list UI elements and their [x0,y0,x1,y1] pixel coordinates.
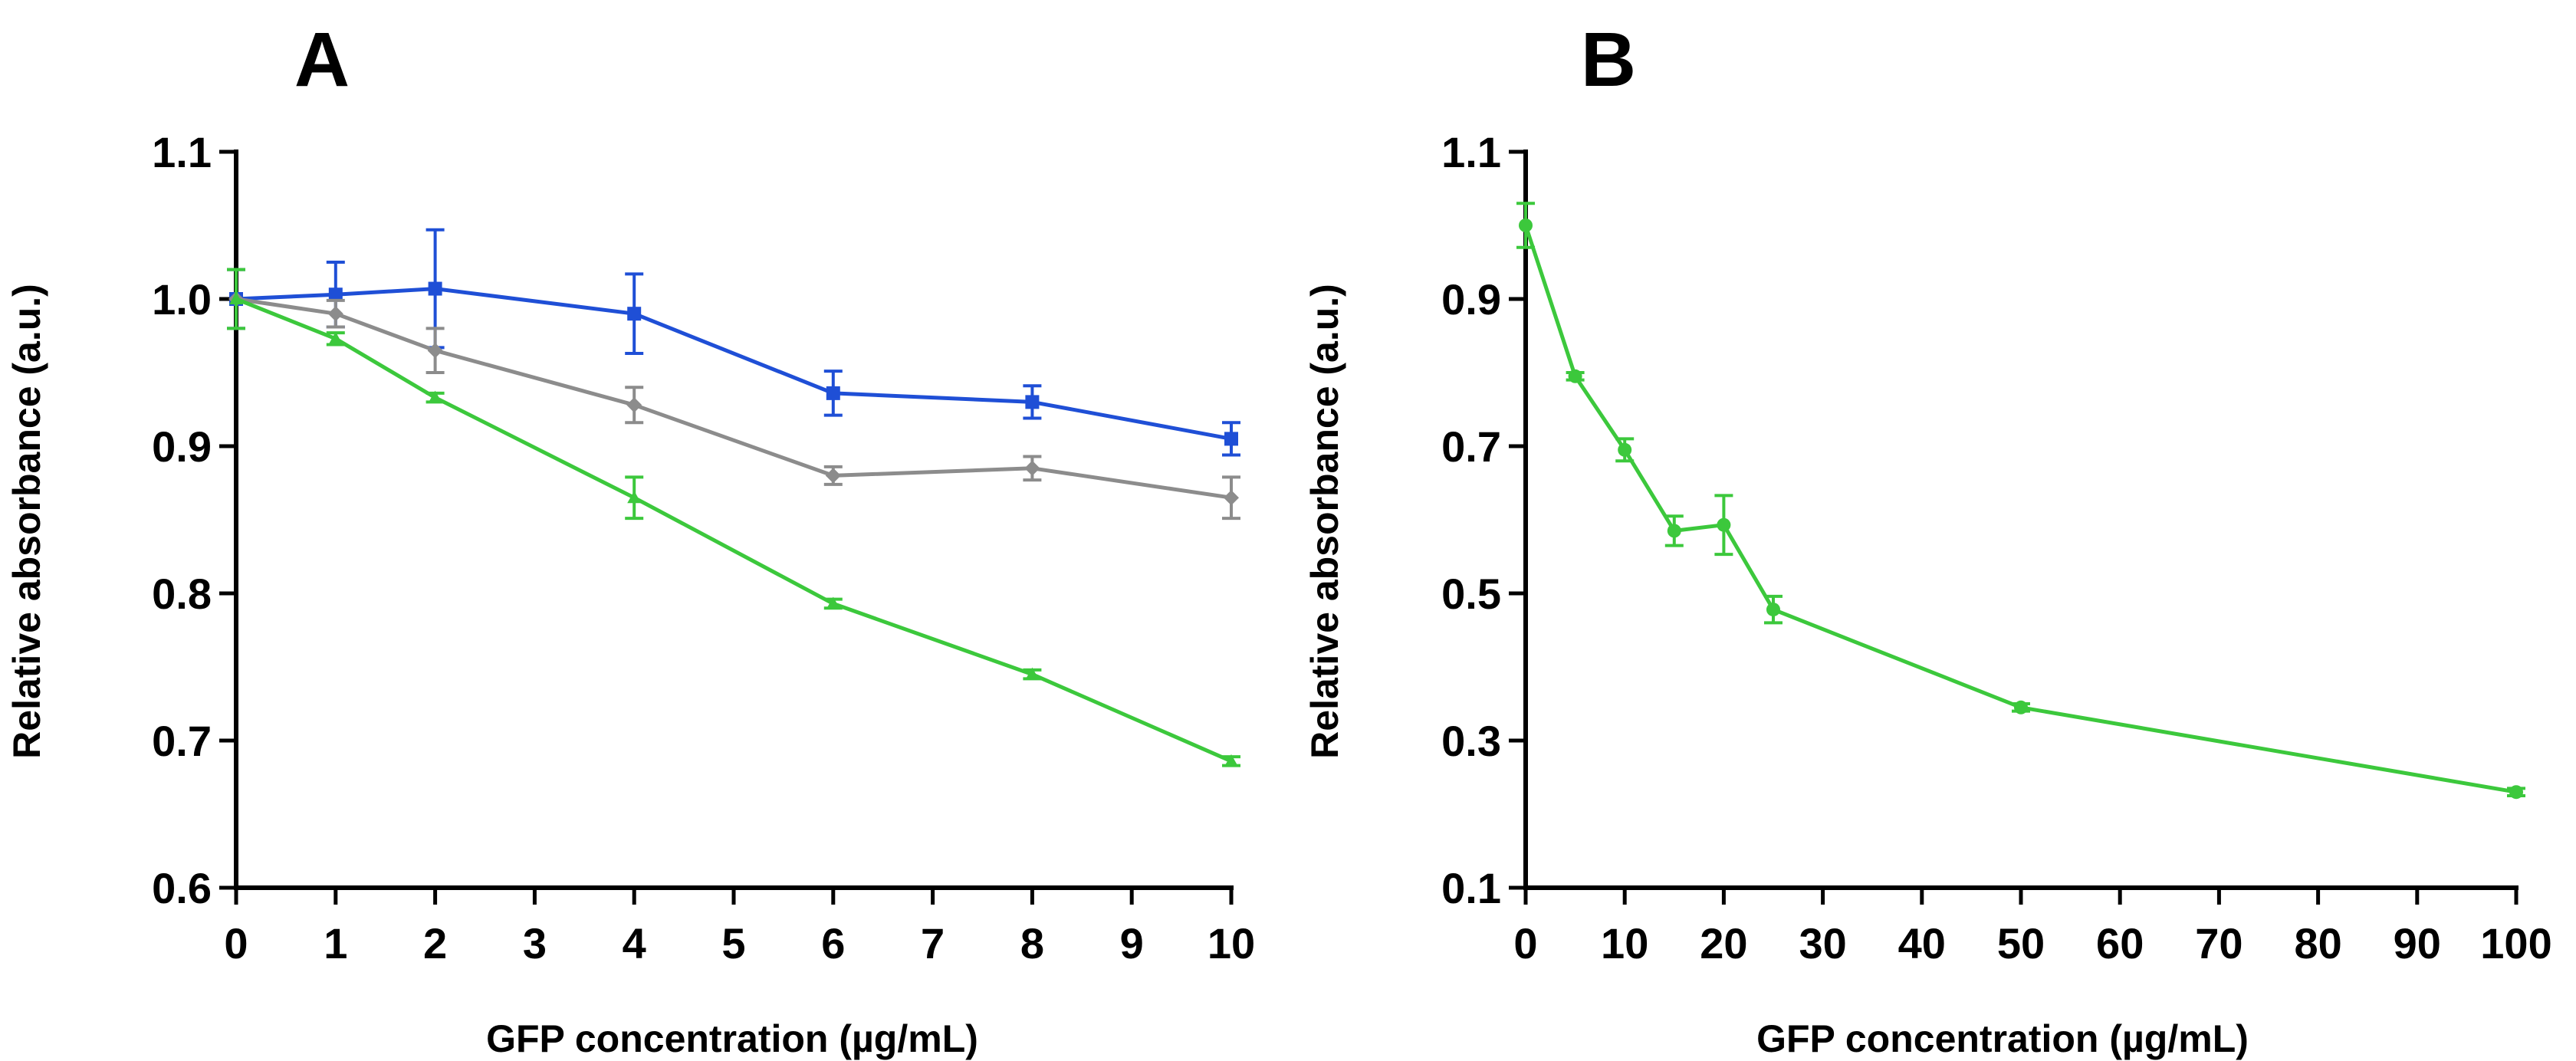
panel-b-series-line [1523,225,2517,794]
panel-a-y-tick-label: 0.8 [152,570,212,618]
panel-b-x-tick-label: 50 [1997,919,2045,967]
panel-b-series-green-series [1516,202,2525,800]
panel-a-x-tick-label: 3 [523,919,547,967]
panel-a-data-point [1224,432,1238,446]
panel-a-series-line [235,297,1232,500]
panel-a-data-point [1025,395,1040,409]
panel-a-data-point [428,390,442,403]
panel-a-x-tick-label: 4 [623,919,646,967]
panel-a-data-point [327,306,343,322]
panel-a-x-tick-label: 10 [1208,919,1255,967]
panel-a-data-point [627,307,642,321]
panel-b-x-tick-label: 80 [2294,919,2341,967]
panel-b-y-tick-label: 0.5 [1441,570,1501,618]
panel-a-data-point [427,343,443,359]
panel-a-chart: A Relative absorbance (a.u.) GFP concent… [5,17,1255,1060]
panel-a-data-point [1224,490,1239,506]
panel-a-series-line [235,287,1232,441]
panel-b-y-tick-label: 0.7 [1441,422,1501,471]
panel-b-data-point [2509,785,2523,800]
panel-a-series-line [235,297,1233,764]
panel-a-x-tick-label: 6 [821,919,845,967]
panel-a-data-point [328,287,343,302]
panel-b-y-tick-label: 1.1 [1441,128,1501,176]
panel-b-x-tick-label: 40 [1898,919,1946,967]
panel-a-data-point [328,331,343,344]
panel-b-x-tick-label: 90 [2394,919,2441,967]
panel-a-x-tick-label: 1 [324,919,347,967]
panel-b-x-tick-label: 30 [1799,919,1846,967]
panel-b-chart: B Relative absorbance (a.u.) GFP concent… [1303,17,2552,1060]
panel-a-data-point [826,596,840,609]
panel-a-y-tick-label: 0.6 [152,864,212,912]
panel-b-x-axis-title: GFP concentration (µg/mL) [1756,1017,2249,1060]
panel-a-data-point [1025,667,1040,680]
panel-b-y-axis-title: Relative absorbance (a.u.) [1303,284,1346,759]
panel-b-y-tick-label: 0.9 [1441,275,1501,324]
panel-a-x-axis-title: GFP concentration (µg/mL) [486,1017,978,1060]
panel-a-data-point [627,491,642,504]
panel-a-series-green-series [227,268,1240,767]
panel-a-data-point [825,468,841,484]
panel-a-data-point [1024,460,1040,476]
panel-a-y-tick-label: 1.0 [152,275,212,324]
panel-b-y-tick-label: 0.3 [1441,717,1501,765]
panel-b-x-tick-label: 20 [1700,919,1747,967]
panel-a-x-tick-label: 7 [921,919,945,967]
panel-a-y-axis-title: Relative absorbance (a.u.) [5,284,48,759]
panel-a-x-tick-label: 8 [1020,919,1044,967]
panel-b-label: B [1581,17,1636,103]
panel-a-x-tick-label: 2 [423,919,447,967]
panel-b-data-point [1667,524,1681,538]
panel-b-data-point [1618,442,1632,457]
panel-b-x-tick-label: 0 [1513,919,1537,967]
panel-b-data-point [1568,369,1582,383]
panel-b-data-point [1717,517,1731,532]
panel-a-y-tick-label: 0.9 [152,422,212,471]
panel-a-data-point [626,397,642,413]
panel-b-data-point [2014,700,2028,714]
panel-b-x-tick-label: 60 [2096,919,2144,967]
panel-a-data-point [229,292,243,304]
panel-b-data-point [1519,218,1533,232]
panel-a-series-blue-series [227,228,1240,457]
panel-a-series-gray-series [227,268,1240,521]
panel-a-x-tick-label: 0 [224,919,248,967]
panel-b-x-tick-label: 100 [2480,919,2551,967]
panel-b-x-tick-label: 10 [1601,919,1648,967]
panel-b-data-point [1766,603,1780,617]
panel-a-data-point [428,281,442,296]
panel-a-y-tick-label: 0.7 [152,717,212,765]
panel-a-data-point [826,386,840,400]
panel-a-label: A [294,17,350,103]
panel-a-x-tick-label: 9 [1120,919,1144,967]
panel-a-y-tick-label: 1.1 [152,128,212,176]
panel-a-data-point [1224,754,1238,767]
panel-b-y-tick-label: 0.1 [1441,864,1501,912]
panel-a-x-tick-label: 5 [721,919,745,967]
panel-b-x-tick-label: 70 [2195,919,2242,967]
